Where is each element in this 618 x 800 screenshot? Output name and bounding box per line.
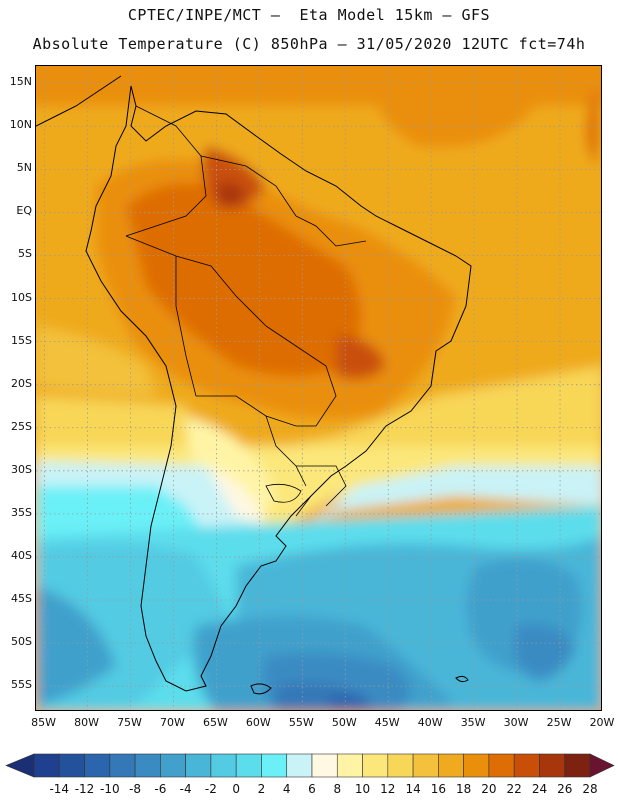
colorbar-tick-label: 8 [333,782,342,796]
colorbar-swatch [336,753,363,778]
colorbar-over-triangle [589,753,615,778]
longitude-tick-label: 50W [331,716,357,729]
model-title: CPTEC/INPE/MCT – Eta Model 15km – GFS [127,6,491,24]
colorbar-swatch [210,753,237,778]
colorbar-swatch [311,753,338,778]
latitude-tick-label: 10N [9,118,32,132]
colorbar-tick-label: 10 [354,782,371,796]
colorbar-tick-label: 0 [232,782,240,796]
colorbar-swatch [235,753,262,778]
latitude-tick-label: 10S [11,290,32,304]
colorbar-swatch [463,753,490,778]
colorbar-tick-label: 26 [557,782,573,796]
latitude-tick-label: 35S [11,505,32,519]
longitude-tick-label: 70W [160,716,185,729]
longitude-tick-label: 60W [245,716,271,729]
longitude-tick-label: 40W [417,716,443,729]
colorbar-tick-label: 2 [257,782,266,796]
colorbar-tick-label: -12 [74,782,95,796]
longitude-tick-label: 75W [117,716,142,729]
map-svg [36,66,601,710]
temperature-map [35,65,602,711]
colorbar-swatch [564,753,591,778]
colorbar-tick-label: -2 [204,782,217,796]
longitude-tick-label: 20W [589,716,615,729]
colorbar-swatch [488,753,515,778]
latitude-tick-label: 55S [11,678,32,692]
latitude-tick-label: 5N [16,161,32,175]
grid-lines [36,66,601,710]
colorbar-swatch [185,753,212,778]
colorbar-swatch [58,753,85,778]
colorbar-tick-label: 28 [582,782,598,796]
colorbar-swatch [438,753,464,778]
colorbar-swatch [134,753,161,778]
temperature-field [36,66,601,710]
colorbar-tick-label: -10 [100,782,120,796]
colorbar-swatch [412,753,439,778]
colorbar-tick-label: -8 [129,782,142,796]
coastlines [36,75,472,695]
colorbar-tick-label: 6 [308,782,316,796]
longitude-tick-label: 30W [503,716,529,729]
latitude-tick-label: 15N [9,75,32,89]
colorbar-swatch [513,753,540,778]
longitude-tick-label: 55W [288,716,314,729]
colorbar-tick-label: 22 [506,782,522,796]
latitude-tick-label: 30S [11,462,32,476]
longitude-tick-label: 85W [31,716,57,729]
colorbar-tick-label: 14 [405,782,421,796]
latitude-tick-label: 50S [11,635,32,649]
colorbar-tick-label: 20 [481,782,497,796]
colorbar-swatch [539,753,566,778]
longitude-tick-label: 25W [546,716,572,729]
longitude-tick-label: 65W [202,716,228,729]
lake-outline [265,483,302,503]
colorbar-tick-label: 18 [455,782,472,796]
colorbar-under-triangle [5,753,35,778]
latitude-tick-label: EQ [16,204,32,218]
latitude-tick-label: 45S [11,592,32,606]
latitude-tick-label: 25S [11,419,32,433]
field-title: Absolute Temperature (C) 850hPa – 31/05/… [32,35,586,53]
colorbar-tick-label: 16 [430,782,446,796]
colorbar-swatch [33,753,60,778]
longitude-tick-label: 45W [374,716,400,729]
longitude-tick-label: 80W [74,716,99,729]
latitude-tick-label: 40S [11,548,32,562]
colorbar-swatch [286,753,313,778]
latitude-tick-label: 15S [11,333,32,347]
colorbar-tick-label: -14 [49,782,70,796]
colorbar-swatch [261,753,288,778]
colorbar-swatch [387,753,414,778]
colorbar-swatch [84,753,111,778]
colorbar-swatch [362,753,389,778]
colorbar-swatch [109,753,136,778]
country-borders [125,105,367,517]
colorbar-tick-label: 12 [380,782,396,796]
colorbar-tick-label: 24 [531,782,548,796]
colorbar-tick-label: -6 [154,782,167,796]
longitude-tick-label: 35W [460,716,486,729]
latitude-tick-label: 5S [18,247,32,261]
colorbar-swatch [160,753,186,778]
colorbar-tick-label: 4 [282,782,291,796]
colorbar [5,753,615,778]
colorbar-tick-label: -4 [179,782,192,796]
latitude-tick-label: 20S [11,376,32,390]
